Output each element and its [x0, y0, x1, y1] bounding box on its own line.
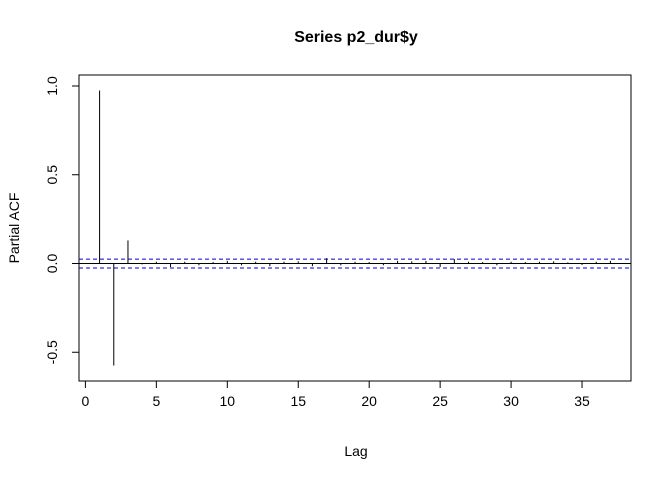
x-tick-label: 20 [361, 393, 377, 409]
chart-title: Series p2_dur$y [294, 29, 418, 46]
y-tick-label: 0.5 [44, 165, 60, 185]
x-tick-label: 35 [574, 393, 590, 409]
x-tick-label: 30 [503, 393, 519, 409]
plot-frame [78, 74, 632, 382]
x-tick-label: 5 [152, 393, 160, 409]
x-tick-label: 10 [220, 393, 236, 409]
x-axis-label: Lag [344, 443, 367, 459]
y-tick-label: -0.5 [44, 340, 60, 364]
y-tick-label: 1.0 [44, 76, 60, 96]
x-tick-label: 0 [82, 393, 90, 409]
y-axis-label: Partial ACF [6, 193, 22, 264]
x-tick-label: 25 [432, 393, 448, 409]
x-tick-label: 15 [290, 393, 306, 409]
y-tick-label: 0.0 [44, 254, 60, 274]
chart-marks: 0 5 10 15 20 25 30 35 -0.5 0.0 0.5 1.0 [44, 76, 631, 409]
